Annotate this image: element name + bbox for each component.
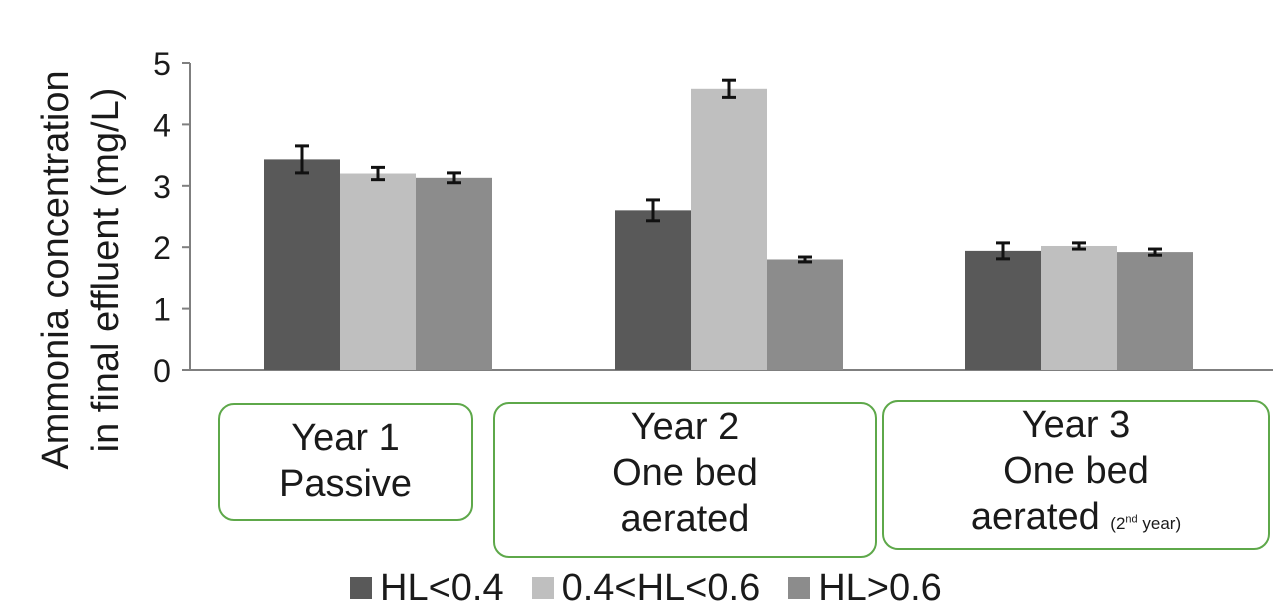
category-label-line2: Passive [278, 463, 413, 505]
bar [416, 177, 492, 370]
legend-swatch [350, 577, 372, 599]
error-bar [295, 144, 309, 175]
bar [615, 210, 691, 370]
category-box-year3: Year 3 One bed aerated (2nd year) [882, 400, 1270, 550]
bar [340, 173, 416, 370]
y-tick-label: 1 [153, 292, 171, 328]
error-bar [1072, 241, 1086, 251]
legend: HL<0.4 0.4<HL<0.6 HL>0.6 [350, 566, 942, 610]
bar [965, 250, 1041, 370]
y-axis-label-line1: Ammonia concentration [35, 70, 77, 469]
bar-chart: Ammonia concentration in final effluent … [35, 46, 1273, 470]
y-axis-label: Ammonia concentration in final effluent … [35, 70, 127, 469]
legend-label: HL>0.6 [818, 566, 942, 609]
category-label-note: (2nd year) [1110, 513, 1182, 533]
category-label-main: aerated [970, 496, 1100, 538]
bar [1041, 245, 1117, 370]
error-bar [722, 78, 736, 99]
legend-swatch [531, 577, 554, 599]
category-label-line1: Year 2 [630, 406, 740, 448]
y-ticks: 0 1 2 3 4 5 [153, 46, 190, 389]
legend-item: HL<0.4 [350, 567, 504, 610]
legend-label: HL<0.4 [380, 566, 504, 609]
legend-item: 0.4<HL<0.6 [531, 566, 761, 610]
category-label-line2: One bed [612, 452, 758, 494]
legend-label: 0.4<HL<0.6 [561, 566, 761, 609]
error-bar [447, 171, 461, 185]
legend-swatch [788, 577, 811, 599]
y-tick-label: 3 [153, 169, 171, 205]
legend-item: HL>0.6 [788, 567, 942, 610]
y-tick-label: 4 [153, 107, 171, 143]
y-tick-label: 0 [153, 353, 171, 389]
error-bar [798, 255, 812, 264]
y-tick-label: 2 [153, 230, 171, 266]
category-label-line2: One bed [1003, 450, 1149, 492]
category-label-line3: aerated (2nd year) [884, 494, 1268, 547]
category-label-line1: Year 1 [291, 417, 400, 459]
bar [264, 159, 340, 370]
bar [1117, 252, 1193, 370]
bar [767, 259, 843, 370]
y-tick-label: 5 [153, 46, 171, 82]
y-axis-label-line2: in final effluent (mg/L) [85, 88, 127, 453]
category-label-line1: Year 3 [1021, 404, 1131, 446]
category-label-line3: aerated [620, 498, 750, 540]
category-box-year2: Year 2 One bed aerated [493, 402, 877, 558]
bar [691, 88, 767, 371]
error-bar [371, 165, 385, 182]
category-box-year1: Year 1 Passive [218, 403, 473, 521]
error-bar [1148, 247, 1162, 257]
error-bar [996, 241, 1010, 261]
bars [264, 78, 1193, 371]
error-bar [646, 198, 660, 223]
